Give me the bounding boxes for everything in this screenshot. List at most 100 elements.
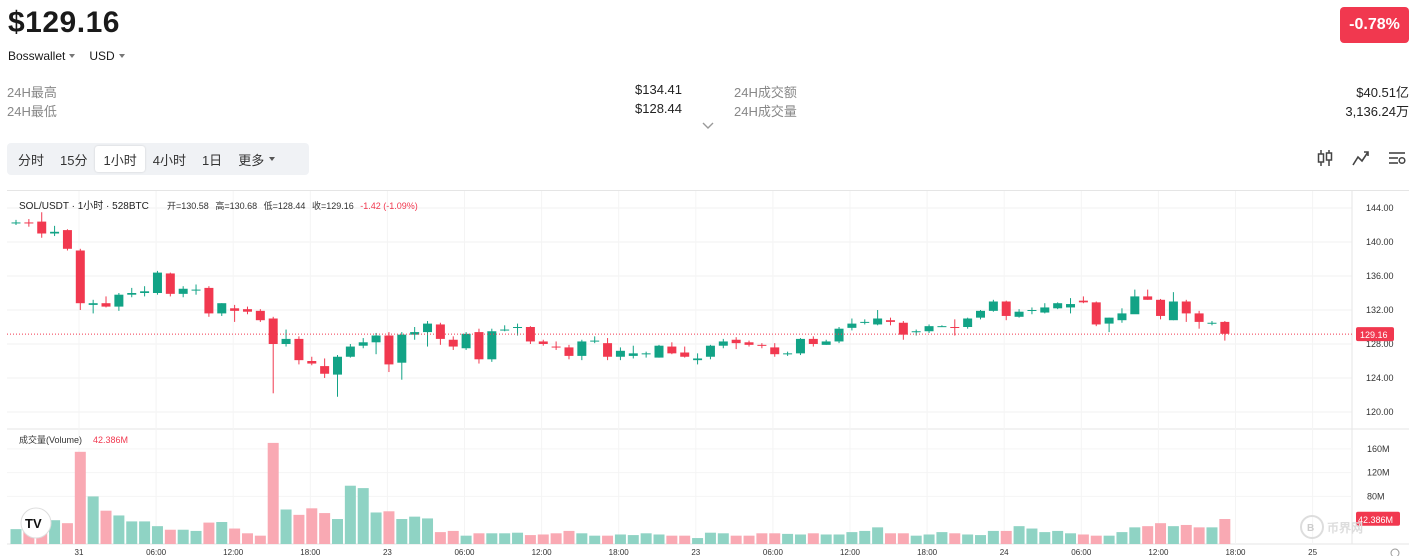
volume-bar xyxy=(859,530,871,544)
volume-bar xyxy=(383,511,395,544)
volume-bar xyxy=(164,529,176,544)
volume-bar xyxy=(936,532,948,544)
volume-bar xyxy=(229,528,241,544)
svg-text:币界网: 币界网 xyxy=(1327,520,1363,535)
candle-body xyxy=(1207,322,1217,324)
tab-1day[interactable]: 1日 xyxy=(201,152,223,168)
volume-bar xyxy=(1013,526,1025,544)
ohlc-close: 收=129.16 xyxy=(312,200,354,211)
time-tick-label: 06:00 xyxy=(1071,548,1092,556)
stat-low-value: $128.44 xyxy=(635,101,682,116)
volume-bar xyxy=(756,533,768,544)
indicator-icon[interactable] xyxy=(1351,148,1371,168)
candle-body xyxy=(397,334,407,363)
candlestick-icon[interactable] xyxy=(1315,148,1335,168)
volume-bar xyxy=(460,535,472,544)
tab-more[interactable]: 更多 xyxy=(230,146,283,172)
volume-bar xyxy=(602,535,614,544)
candle-body xyxy=(860,321,870,323)
volume-bar xyxy=(627,535,639,544)
volume-bar xyxy=(203,522,215,544)
candle-body xyxy=(950,327,960,328)
candle-body xyxy=(898,322,908,335)
last-price-tag xyxy=(1356,327,1394,342)
ohlc-readout: 开=130.58 高=130.68 低=128.44 收=129.16 -1.4… xyxy=(167,200,418,211)
volume-bar xyxy=(74,451,86,544)
candle-body xyxy=(538,341,548,344)
candle-body xyxy=(24,222,34,224)
ohlc-open: 开=130.58 xyxy=(167,201,209,211)
price-chart[interactable]: 144.00 140.00 136.00 132.00 128.00 124.00 120.… xyxy=(0,190,1409,556)
candle-body xyxy=(513,327,523,328)
candle-body xyxy=(62,230,72,249)
candle-body xyxy=(307,361,317,364)
candle-body xyxy=(1143,296,1153,300)
candle-body xyxy=(988,301,998,311)
candle-body xyxy=(885,320,895,322)
candle-body xyxy=(114,294,124,307)
candle-body xyxy=(590,340,600,342)
time-tick-label: 12:00 xyxy=(532,548,553,556)
tab-1hour[interactable]: 1小时 xyxy=(95,146,145,172)
volume-bar xyxy=(975,535,986,544)
volume-bar xyxy=(357,488,369,544)
stat-volume-value: 3,136.24万 xyxy=(1345,104,1409,119)
candle-body xyxy=(255,310,265,321)
candle-body xyxy=(795,338,805,354)
candle-body xyxy=(152,272,162,293)
candle-body xyxy=(410,332,420,335)
volume-bar xyxy=(1142,526,1154,544)
volume-bar xyxy=(679,535,691,544)
candle-body xyxy=(551,346,561,348)
candle-body xyxy=(165,273,175,294)
price-tick-label: 128.00 xyxy=(1366,339,1394,349)
price-tick-label: 120.00 xyxy=(1366,407,1394,417)
volume-bar xyxy=(1090,535,1102,544)
axis-settings-icon xyxy=(1390,548,1400,556)
volume-bar xyxy=(1219,519,1231,544)
time-tick-label: 18:00 xyxy=(300,548,321,556)
time-tick-label: 12:00 xyxy=(1148,548,1169,556)
stat-turnover-value: $40.51亿 xyxy=(1356,85,1409,100)
currency-dropdown[interactable]: USD xyxy=(89,49,125,63)
tradingview-logo: TV xyxy=(20,507,52,539)
candlestick-chart-svg[interactable]: 144.00 140.00 136.00 132.00 128.00 124.00 120.… xyxy=(0,191,1409,556)
volume-bar xyxy=(280,509,292,544)
candle-body xyxy=(757,344,767,346)
volume-bar xyxy=(550,533,562,544)
volume-bar xyxy=(49,520,61,544)
candle-body xyxy=(1117,313,1127,321)
candle-body xyxy=(487,331,497,360)
volume-bar xyxy=(486,533,498,544)
candle-body xyxy=(358,342,368,346)
candle-body xyxy=(847,323,857,328)
tab-15min[interactable]: 15分 xyxy=(60,152,88,168)
last-price-label: 129.16 xyxy=(1360,330,1388,340)
price-tick-label: 144.00 xyxy=(1366,203,1394,213)
volume-title: 成交量(Volume) xyxy=(19,434,82,445)
volume-bar xyxy=(730,535,742,544)
volume-bar xyxy=(344,485,356,544)
time-tick-label: 18:00 xyxy=(609,548,630,556)
volume-bar xyxy=(139,521,151,544)
volume-bar xyxy=(10,529,22,544)
volume-bar xyxy=(923,534,935,544)
tab-timeline[interactable]: 分时 xyxy=(18,152,45,168)
volume-bar xyxy=(1180,524,1192,544)
candle-body xyxy=(628,353,638,356)
expand-chevron-icon[interactable] xyxy=(701,120,715,132)
volume-bar xyxy=(782,533,794,544)
volume-bar xyxy=(332,519,343,544)
price-tick-label: 132.00 xyxy=(1366,305,1394,315)
volume-bar xyxy=(910,535,922,544)
settings-icon[interactable] xyxy=(1387,148,1407,168)
tab-4hour[interactable]: 4小时 xyxy=(152,152,186,168)
volume-bar xyxy=(1193,527,1205,544)
price-change-badge: -0.78% xyxy=(1340,7,1409,43)
market-selectors: Bosswallet USD xyxy=(8,49,125,63)
candle-body xyxy=(191,289,201,291)
candle-body xyxy=(821,341,831,345)
candle-body xyxy=(204,287,214,314)
exchange-dropdown[interactable]: Bosswallet xyxy=(8,49,76,63)
volume-bar xyxy=(962,534,974,544)
